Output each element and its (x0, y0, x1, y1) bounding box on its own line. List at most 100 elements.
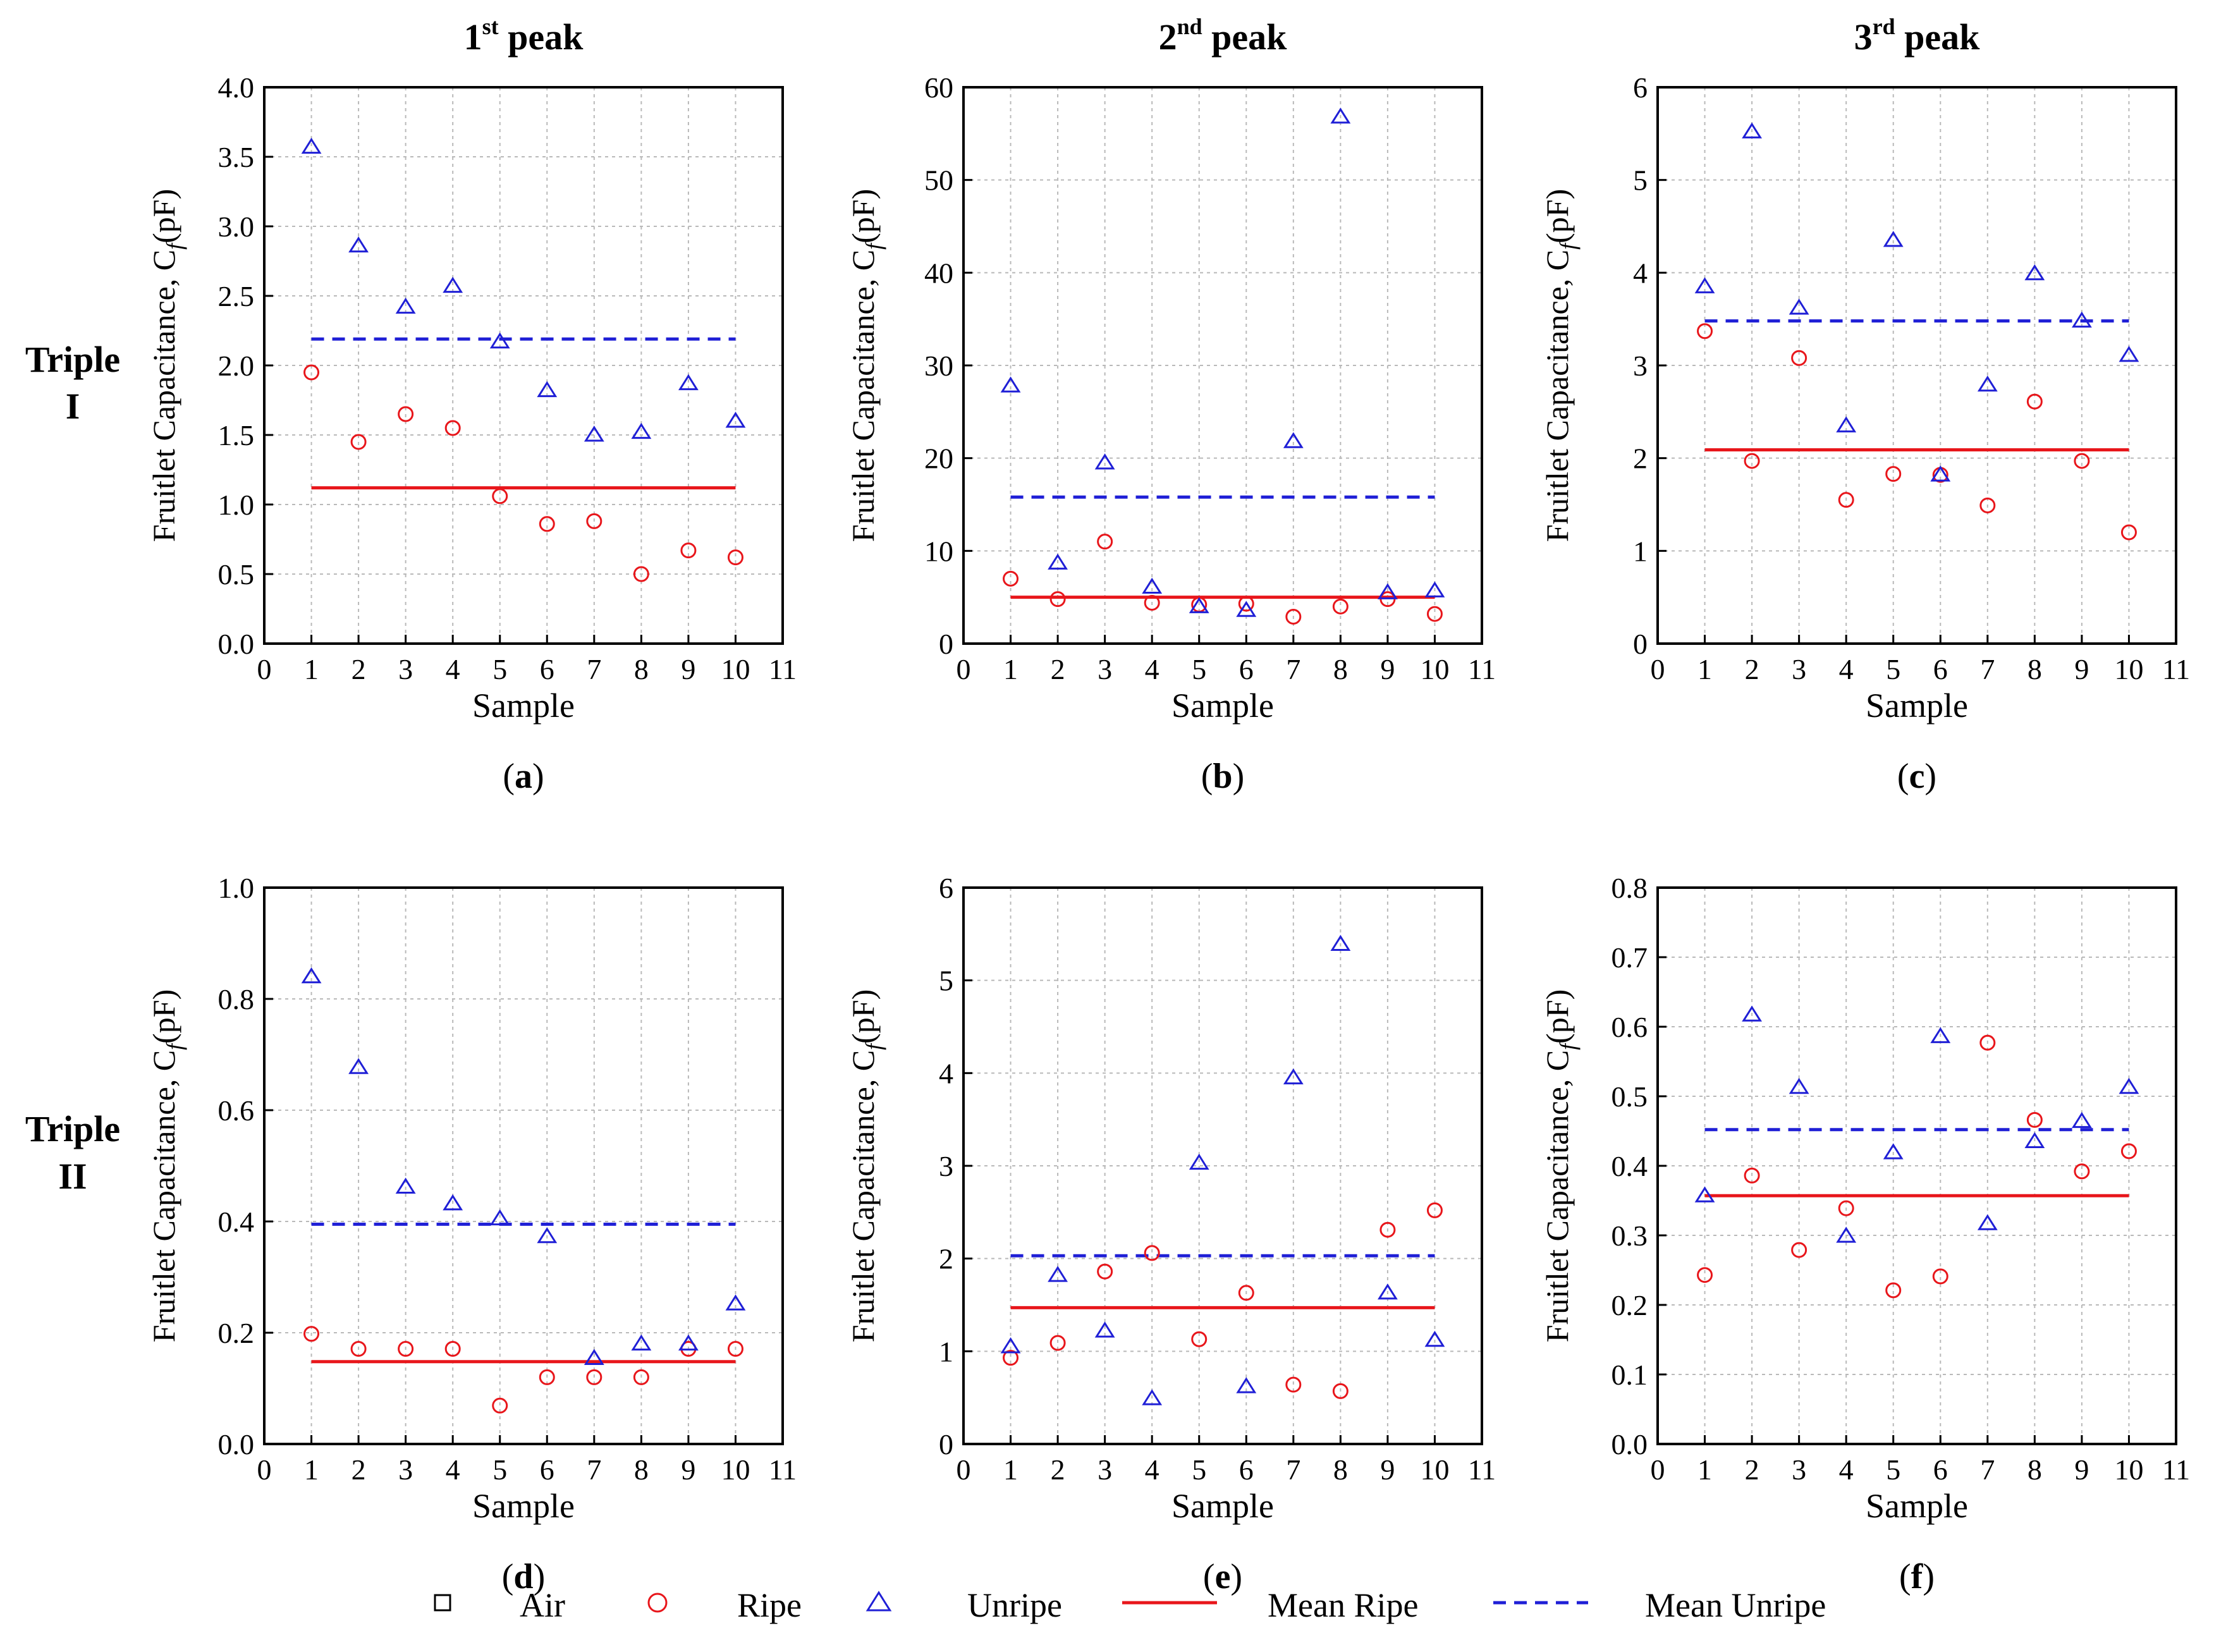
unripe-point-4 (1836, 1227, 1857, 1243)
unripe-point-5 (1883, 1143, 1904, 1159)
triangle-marker-icon (865, 1591, 892, 1612)
unripe-point-4 (443, 276, 463, 293)
x-axis: 0 1 2 3 4 5 6 7 8 9 10 11 (1651, 1435, 2190, 1486)
x-axis: 0 1 2 3 4 5 6 7 8 9 10 11 (957, 1435, 1496, 1486)
unripe-point-2 (1048, 553, 1068, 570)
ripe-point-2 (1049, 591, 1066, 608)
ripe-point-6 (539, 1369, 555, 1385)
x-tick-label: 6 (1239, 1453, 1254, 1486)
x-axis: 0 1 2 3 4 5 6 7 8 9 10 11 (957, 635, 1496, 685)
x-tick-label: 11 (1468, 653, 1496, 685)
unripe-point-8 (2024, 264, 2045, 281)
x-tick-label: 9 (681, 1453, 695, 1486)
y-tick-label: 0.1 (1612, 1359, 1648, 1391)
y-axis: 0.0 0.1 0.2 0.3 0.4 0.5 0.6 0.7 0.8 (1612, 872, 1667, 1460)
x-tick-label: 3 (1792, 1453, 1806, 1486)
plot-frame (1656, 86, 2177, 645)
plot-frame (263, 886, 784, 1445)
y-tick-label: 1.5 (218, 419, 255, 451)
x-tick-label: 6 (540, 653, 554, 685)
ripe-point-4 (444, 420, 461, 436)
unripe-point-9 (2071, 1111, 2092, 1129)
unripe-point-9 (2071, 311, 2092, 328)
y-tick-label: 0 (1633, 628, 1648, 660)
ripe-point-4 (1838, 1200, 1854, 1216)
y-tick-label: 2 (1633, 443, 1648, 475)
unripe-point-8 (1330, 934, 1351, 951)
y-axis: 0 10 20 30 40 50 60 (924, 71, 972, 660)
x-tick-label: 5 (1886, 1453, 1900, 1486)
x-tick-label: 4 (446, 1453, 460, 1486)
x-tick-label: 0 (957, 653, 971, 685)
unripe-point-8 (2024, 1132, 2045, 1148)
chart-panel-b: 0 1 2 3 4 5 6 7 8 9 10 110102030405060SampleFruitle… (845, 71, 1496, 796)
unripe-point-5 (489, 332, 510, 349)
x-tick-label: 10 (2114, 653, 2143, 685)
column-title-2: 2nd peak (1159, 14, 1288, 58)
unripe-point-6 (537, 1227, 558, 1244)
y-tick-label: 0.2 (1612, 1289, 1648, 1321)
ripe-point-4 (444, 1341, 461, 1357)
x-axis-label: Sample (472, 1487, 575, 1525)
unripe-point-4 (1836, 416, 1857, 432)
ripe-point-3 (1791, 350, 1807, 366)
unripe-point-7 (1977, 1214, 1998, 1230)
ripe-point-6 (1932, 1268, 1948, 1285)
x-tick-label: 5 (492, 653, 507, 685)
unripe-point-1 (1694, 1186, 1715, 1202)
y-tick-label: 0.4 (1612, 1150, 1648, 1182)
ripe-point-9 (680, 542, 697, 559)
x-axis-label: Sample (1171, 1487, 1274, 1525)
unripe-point-3 (1094, 453, 1115, 470)
unripe-point-10 (2119, 346, 2139, 362)
y-axis: 0 1 2 3 4 5 6 (1633, 71, 1667, 660)
y-tick-label: 0 (939, 628, 953, 660)
column-title-1: 1st peak (464, 14, 584, 58)
x-tick-label: 6 (540, 1453, 554, 1486)
x-tick-label: 11 (2162, 1453, 2190, 1486)
x-tick-label: 1 (304, 653, 319, 685)
ripe-point-7 (586, 1369, 602, 1385)
x-tick-label: 2 (1051, 653, 1065, 685)
x-tick-label: 8 (1333, 653, 1348, 685)
ripe-point-10 (2120, 1143, 2137, 1159)
ripe-point-5 (1885, 466, 1902, 482)
y-tick-label: 10 (924, 535, 953, 567)
panel-label: (e) (1203, 1557, 1242, 1596)
x-tick-label: 4 (446, 653, 460, 685)
x-tick-label: 7 (587, 1453, 601, 1486)
x-tick-label: 11 (1468, 1453, 1496, 1486)
x-tick-label: 2 (1051, 1453, 1065, 1486)
y-tick-label: 1 (939, 1335, 953, 1367)
data-points (1000, 107, 1445, 625)
unripe-point-7 (1283, 432, 1304, 448)
gridlines (963, 87, 1482, 644)
x-tick-label: 6 (1933, 653, 1948, 685)
y-tick-label: 6 (1633, 71, 1648, 104)
x-tick-label: 0 (257, 653, 272, 685)
y-tick-label: 2.5 (218, 280, 255, 312)
unripe-point-6 (1930, 465, 1951, 482)
y-axis-label: Fruitlet Capacitance, Cf(pF) (1539, 989, 1581, 1342)
unripe-point-4 (443, 1194, 463, 1211)
panel-label: (f) (1899, 1557, 1935, 1596)
unripe-point-2 (1742, 122, 1763, 138)
unripe-point-4 (1142, 577, 1163, 594)
plot-frame (1656, 886, 2177, 1445)
data-points (1694, 122, 2139, 541)
y-tick-label: 3 (939, 1150, 953, 1182)
x-tick-label: 3 (398, 1453, 413, 1486)
ripe-point-8 (2026, 393, 2043, 410)
gridlines (264, 87, 783, 644)
unripe-point-3 (1789, 298, 1809, 315)
circle-marker-icon (647, 1593, 668, 1613)
x-tick-label: 0 (1651, 1453, 1665, 1486)
y-tick-label: 2.0 (218, 350, 255, 382)
column-title-3: 3rd peak (1854, 14, 1981, 58)
x-tick-label: 5 (1886, 653, 1900, 685)
legend-item-mean-ripe: Mean Ripe (1122, 1586, 1418, 1624)
y-tick-label: 5 (1633, 164, 1648, 197)
ripe-point-3 (1097, 1263, 1113, 1280)
x-tick-label: 9 (1380, 653, 1395, 685)
